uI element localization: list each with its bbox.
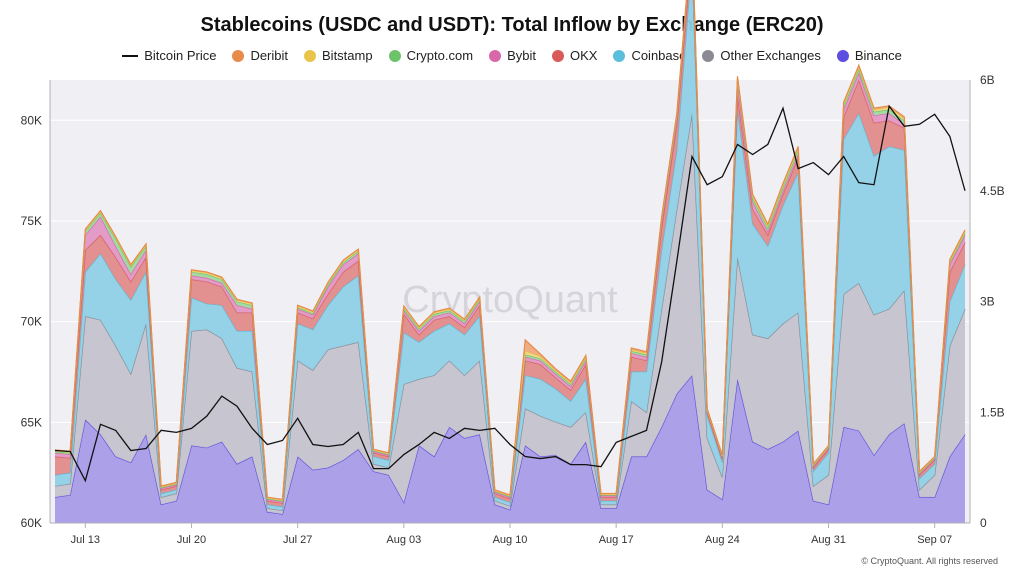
x-tick-label: Aug 24 xyxy=(705,534,740,546)
legend-label: Deribit xyxy=(250,48,289,63)
dot-swatch-icon xyxy=(836,49,849,62)
legend-label: Coinbase xyxy=(631,48,687,63)
legend-item-bitcoin-price[interactable]: Bitcoin Price xyxy=(122,48,216,63)
x-tick-label: Jul 20 xyxy=(177,534,206,546)
axes: 60K 65K 70K 75K 80K 0 1.5B 3B 4.5B 6B Jul 13 Jul 20… xyxy=(21,73,1005,546)
x-tick-label: Jul 13 xyxy=(71,534,100,546)
legend-item-deribit[interactable]: Deribit xyxy=(232,48,288,63)
dot-swatch-icon xyxy=(304,49,317,62)
legend-label: Other Exchanges xyxy=(720,48,821,63)
y-left-tick-label: 65K xyxy=(21,415,42,429)
area-edge-deribit xyxy=(54,0,966,501)
legend-item-coinbase[interactable]: Coinbase xyxy=(613,48,686,63)
chart-legend: Bitcoin Price Deribit Bitstamp Crypto.co… xyxy=(0,48,1024,63)
legend-item-bybit[interactable]: Bybit xyxy=(489,48,536,63)
dot-swatch-icon xyxy=(551,49,564,62)
dot-swatch-icon xyxy=(489,49,502,62)
y-right-tick-label: 0 xyxy=(980,516,987,530)
legend-item-binance[interactable]: Binance xyxy=(836,48,902,63)
legend-label: OKX xyxy=(569,48,598,63)
dot-swatch-icon xyxy=(702,49,715,62)
y-left-tick-label: 80K xyxy=(21,113,42,127)
area-coinbase xyxy=(55,0,965,511)
dot-swatch-icon xyxy=(613,49,626,62)
y-right-tick-label: 4.5B xyxy=(980,184,1005,198)
legend-item-bitstamp[interactable]: Bitstamp xyxy=(304,48,373,63)
area-binance xyxy=(55,375,965,523)
y-right-tick-label: 1.5B xyxy=(980,405,1005,419)
area-series xyxy=(54,0,966,523)
dot-swatch-icon xyxy=(232,49,245,62)
legend-item-other-exchanges[interactable]: Other Exchanges xyxy=(702,48,821,63)
legend-label: Binance xyxy=(854,48,902,63)
legend-label: Bitstamp xyxy=(322,48,373,63)
legend-label: Bybit xyxy=(507,48,536,63)
dot-swatch-icon xyxy=(388,49,401,62)
price-line-series xyxy=(54,104,966,483)
x-tick-label: Aug 10 xyxy=(493,534,528,546)
x-tick-label: Aug 03 xyxy=(386,534,421,546)
x-tick-label: Jul 27 xyxy=(283,534,312,546)
line-bitcoin-price xyxy=(54,104,966,483)
line-swatch-icon xyxy=(122,54,139,57)
y-left-tick-label: 75K xyxy=(21,214,42,228)
x-tick-label: Sep 07 xyxy=(917,534,952,546)
x-tick-label: Aug 31 xyxy=(811,534,846,546)
x-tick-label: Aug 17 xyxy=(599,534,634,546)
legend-label: Bitcoin Price xyxy=(144,48,217,63)
legend-label: Crypto.com xyxy=(406,48,474,63)
y-right-tick-label: 3B xyxy=(980,295,995,309)
y-left-tick-label: 70K xyxy=(21,315,42,329)
y-left-tick-label: 60K xyxy=(21,516,42,530)
legend-item-okx[interactable]: OKX xyxy=(551,48,598,63)
y-right-tick-label: 6B xyxy=(980,73,995,87)
chart-title: Stablecoins (USDC and USDT): Total Inflo… xyxy=(200,14,824,36)
legend-item-crypto-com[interactable]: Crypto.com xyxy=(388,48,474,63)
copyright-footer: © CryptoQuant. All rights reserved xyxy=(861,556,998,566)
